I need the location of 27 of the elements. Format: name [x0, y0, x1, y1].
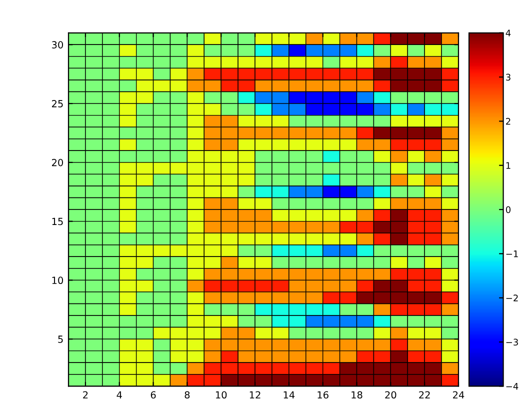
- y-tick-label: 10: [52, 276, 64, 284]
- x-tick-label: 16: [318, 391, 328, 399]
- color-bar-label: −1: [506, 250, 518, 258]
- x-tick-label: 18: [352, 391, 362, 399]
- color-bar-label: 3: [506, 74, 510, 81]
- x-tick-label: 4: [116, 391, 122, 398]
- color-bar-label: −2: [506, 294, 518, 302]
- x-tick-label: 6: [150, 391, 156, 399]
- x-tick-label: 24: [453, 391, 464, 398]
- x-tick-label: 20: [385, 391, 396, 399]
- y-tick-label: 20: [52, 158, 64, 166]
- color-bar-label: 2: [506, 118, 510, 125]
- color-bar-label: 4: [506, 30, 511, 36]
- x-tick-label: 8: [184, 391, 190, 399]
- color-bar-label: 1: [506, 162, 510, 169]
- color-bar-label: −3: [506, 338, 518, 346]
- x-tick-label: 10: [216, 391, 227, 399]
- y-tick-label: 5: [58, 336, 63, 343]
- x-tick-label: 22: [419, 391, 430, 398]
- x-tick-label: 12: [250, 391, 260, 398]
- x-tick-label: 2: [83, 391, 88, 398]
- y-tick-label: 30: [52, 41, 64, 48]
- y-tick-label: 15: [52, 218, 63, 226]
- color-bar-label: −4: [506, 383, 518, 390]
- x-tick-label: 14: [284, 391, 295, 398]
- y-tick-label: 25: [52, 100, 63, 108]
- color-bar-label: 0: [506, 206, 511, 214]
